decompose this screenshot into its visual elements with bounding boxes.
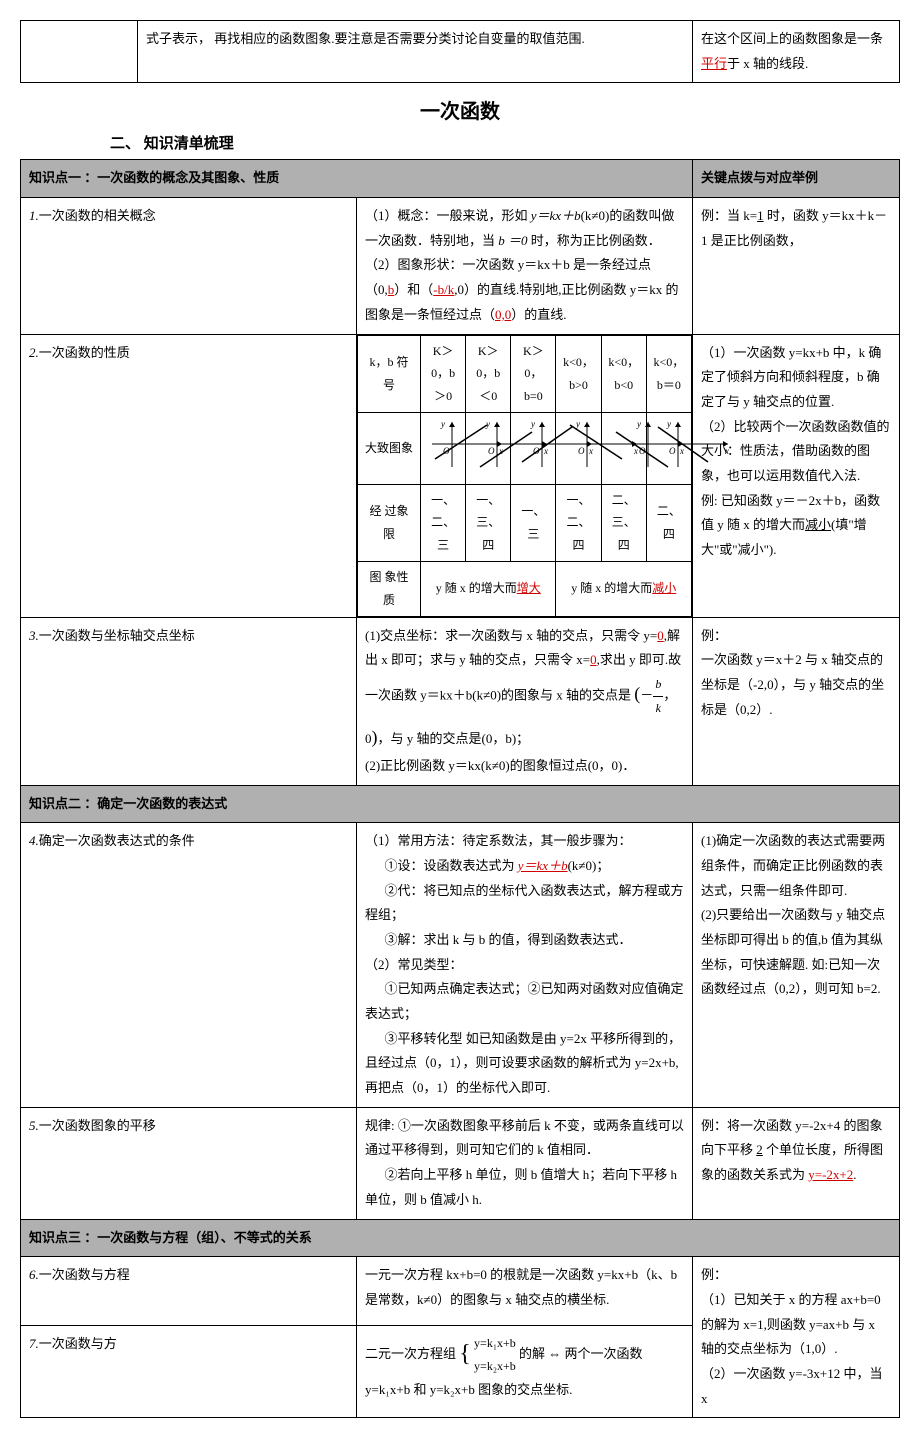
- top-fragment-table: 式子表示， 再找相应的函数图象.要注意是否需要分类讨论自变量的取值范围. 在这个…: [20, 20, 900, 83]
- svg-text:y: y: [485, 419, 490, 429]
- main-table: 知识点一 ：一次函数的概念及其图象、性质 关键点拨与对应举例 1.一次函数的相关…: [20, 159, 900, 1418]
- prop-kb-1: K＞0，b＜0: [466, 335, 511, 412]
- prop-quad-label: 经 过象限: [358, 484, 421, 561]
- system-equations: y=k₁x+b y=k₂x+b: [474, 1332, 516, 1378]
- svg-text:y: y: [530, 419, 535, 429]
- prop-trend-inc: y 随 x 的增大而增大: [421, 562, 556, 617]
- prop-quad-2: 一、三: [511, 484, 556, 561]
- prop-trend-label: 图 象性质: [358, 562, 421, 617]
- section-header-3: 知识点三 ：一次函数与方程（组）、不等式的关系: [21, 1219, 900, 1257]
- row4-label: 4.确定一次函数表达式的条件: [21, 823, 357, 1108]
- subtitle: 二、 知识清单梳理: [110, 132, 900, 153]
- section-header-1: 知识点一 ：一次函数的概念及其图象、性质: [21, 160, 693, 198]
- prop-quad-1: 一、三、四: [466, 484, 511, 561]
- graph-0: xyO: [421, 412, 466, 484]
- row7-content: 二元一次方程组 { y=k₁x+b y=k₂x+b 的解 ⇔ 两个一次函数 y=…: [357, 1326, 693, 1418]
- row2-label: 2.一次函数的性质: [21, 334, 357, 617]
- prop-trend-dec: y 随 x 的增大而减小: [556, 562, 692, 617]
- prop-quad-0: 一、二、三: [421, 484, 466, 561]
- prop-quad-3: 一、二、四: [556, 484, 601, 561]
- prop-graph-label: 大致图象: [358, 412, 421, 484]
- row3-content: (1)交点坐标：求一次函数与 x 轴的交点，只需令 y=0,解出 x 即可；求与…: [357, 617, 693, 785]
- row4-example: (1)确定一次函数的表达式需要两组条件，而确定正比例函数的表达式，只需一组条件即…: [693, 823, 900, 1108]
- prop-kb-5: k<0，b＝0: [646, 335, 691, 412]
- prop-kb-3: k<0，b>0: [556, 335, 601, 412]
- section-header-2: 知识点二 ：确定一次函数的表达式: [21, 785, 900, 823]
- row3-example: 例： 一次函数 y＝x＋2 与 x 轴交点的坐标是（-2,0），与 y 轴交点的…: [693, 617, 900, 785]
- prop-quad-5: 二、四: [646, 484, 691, 561]
- row4-content: （1）常用方法：待定系数法，其一般步骤为： ①设：设函数表达式为 y＝kx＋b(…: [357, 823, 693, 1108]
- prop-quad-4: 二、三、四: [601, 484, 646, 561]
- row6-content: 一元一次方程 kx+b=0 的根就是一次函数 y=kx+b（k、b 是常数，k≠…: [357, 1257, 693, 1326]
- graph-1: xyO: [466, 412, 511, 484]
- svg-text:y: y: [440, 419, 445, 429]
- graph-5: xyO: [646, 412, 691, 484]
- graph-4: xyO: [601, 412, 646, 484]
- row2-content: k，b 符号 K＞0，b＞0 K＞0，b＜0 K＞0，b=0 k<0，b>0 k…: [357, 334, 693, 617]
- svg-text:O: O: [578, 446, 585, 456]
- row1-label: 1.一次函数的相关概念: [21, 198, 357, 334]
- row2-example: （1）一次函数 y=kx+b 中，k 确定了倾斜方向和倾斜程度，b 确定了与 y…: [693, 334, 900, 617]
- row67-example: 例： （1）已知关于 x 的方程 ax+b=0 的解为 x=1,则函数 y=ax…: [693, 1257, 900, 1418]
- svg-text:y: y: [636, 419, 641, 429]
- row1-content: （1）概念：一般来说，形如 y＝kx＋b(k≠0)的函数叫做一次函数．特别地，当…: [357, 198, 693, 334]
- prop-kb-0: K＞0，b＞0: [421, 335, 466, 412]
- row5-example: 例：将一次函数 y=-2x+4 的图象向下平移 2 个单位长度，所得图象的函数关…: [693, 1107, 900, 1219]
- brace-icon: {: [459, 1332, 471, 1378]
- top-mid-cell: 式子表示， 再找相应的函数图象.要注意是否需要分类讨论自变量的取值范围.: [138, 21, 693, 83]
- row5-content: 规律: ①一次函数图象平移前后 k 不变，或两条直线可以通过平移得到，则可知它们…: [357, 1107, 693, 1219]
- svg-text:O: O: [488, 446, 495, 456]
- properties-table: k，b 符号 K＞0，b＞0 K＞0，b＜0 K＞0，b=0 k<0，b>0 k…: [357, 335, 692, 617]
- prop-kb-4: k<0，b<0: [601, 335, 646, 412]
- top-right-cell: 在这个区间上的函数图象是一条平行于 x 轴的线段.: [693, 21, 900, 83]
- prop-sign-label: k，b 符号: [358, 335, 421, 412]
- row1-example: 例：当 k=1 时，函数 y＝kx＋k－1 是正比例函数，: [693, 198, 900, 334]
- graph-2: xyO: [511, 412, 556, 484]
- row7-label: 7.一次函数与方: [21, 1326, 357, 1418]
- highlight-text: 平行: [701, 56, 727, 71]
- top-left-cell: [21, 21, 138, 83]
- svg-text:y: y: [666, 419, 671, 429]
- svg-text:O: O: [669, 446, 676, 456]
- page-title: 一次函数: [20, 95, 900, 124]
- section-header-1-right: 关键点拨与对应举例: [693, 160, 900, 198]
- graph-3: xyO: [556, 412, 601, 484]
- row3-label: 3.一次函数与坐标轴交点坐标: [21, 617, 357, 785]
- prop-kb-2: K＞0，b=0: [511, 335, 556, 412]
- row5-label: 5.一次函数图象的平移: [21, 1107, 357, 1219]
- row6-label: 6.一次函数与方程: [21, 1257, 357, 1326]
- svg-text:y: y: [575, 419, 580, 429]
